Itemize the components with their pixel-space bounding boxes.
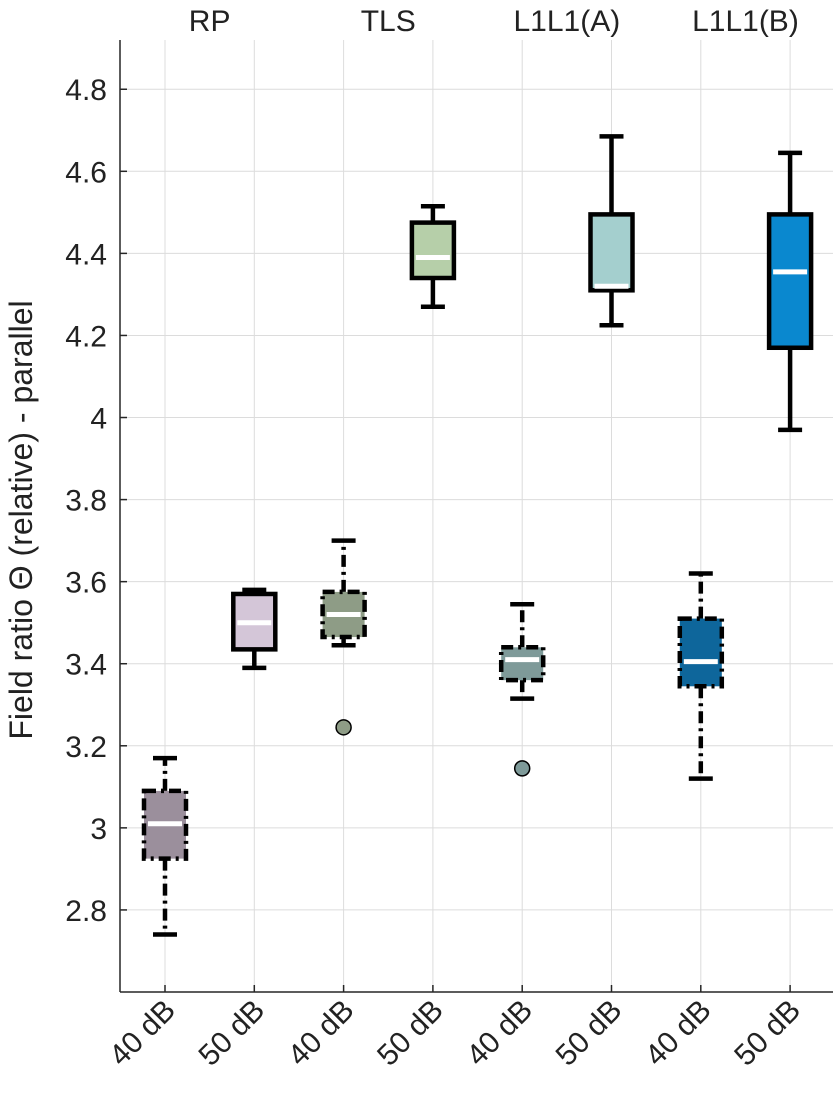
box-5 xyxy=(498,601,546,777)
grid-lines xyxy=(120,40,833,992)
outlier-point xyxy=(513,760,531,777)
y-tick-label: 3.6 xyxy=(65,567,107,600)
y-tick-label: 4.6 xyxy=(65,156,107,189)
x-tick-label: 40 dB xyxy=(103,994,182,1073)
box-8 xyxy=(766,150,814,433)
box-6 xyxy=(588,134,635,328)
axes xyxy=(119,40,833,993)
x-tick-label: 40 dB xyxy=(282,994,361,1073)
box-1 xyxy=(141,755,189,937)
y-tick-label: 2.8 xyxy=(65,895,107,928)
y-tick-label: 4 xyxy=(90,403,107,436)
group-label: RP xyxy=(189,5,231,38)
y-tick-label: 4.8 xyxy=(65,74,107,107)
box-body xyxy=(409,220,457,281)
y-tick-label: 3 xyxy=(90,813,107,846)
box-7 xyxy=(677,571,725,781)
y-axis-label: Field ratio Θ (relative) - parallel xyxy=(3,300,39,739)
box-body xyxy=(677,616,725,689)
box-body xyxy=(766,212,814,351)
y-tick-label: 3.8 xyxy=(65,485,107,518)
x-tick-label: 50 dB xyxy=(728,994,807,1073)
box-body xyxy=(588,212,635,293)
x-tick-label: 50 dB xyxy=(371,994,450,1073)
y-tick-label: 3.2 xyxy=(65,731,107,764)
x-tick-label: 50 dB xyxy=(550,994,629,1073)
box-body xyxy=(498,645,546,683)
x-tick-label: 50 dB xyxy=(192,994,271,1073)
group-label: TLS xyxy=(361,5,416,38)
y-tick-label: 3.4 xyxy=(65,649,107,682)
group-label: L1L1(B) xyxy=(692,5,799,38)
box-3 xyxy=(320,538,367,736)
group-label: L1L1(A) xyxy=(513,5,620,38)
outlier-point xyxy=(335,719,352,736)
box-2 xyxy=(231,587,278,671)
boxes xyxy=(141,134,814,937)
box-4 xyxy=(409,203,457,309)
x-tick-label: 40 dB xyxy=(639,994,718,1073)
y-tick-label: 4.2 xyxy=(65,320,107,353)
labels: 2.833.23.43.63.844.24.44.64.840 dB 50 dB 4… xyxy=(65,5,807,1072)
y-tick-label: 4.4 xyxy=(65,238,107,271)
x-tick-label: 40 dB xyxy=(460,994,539,1073)
